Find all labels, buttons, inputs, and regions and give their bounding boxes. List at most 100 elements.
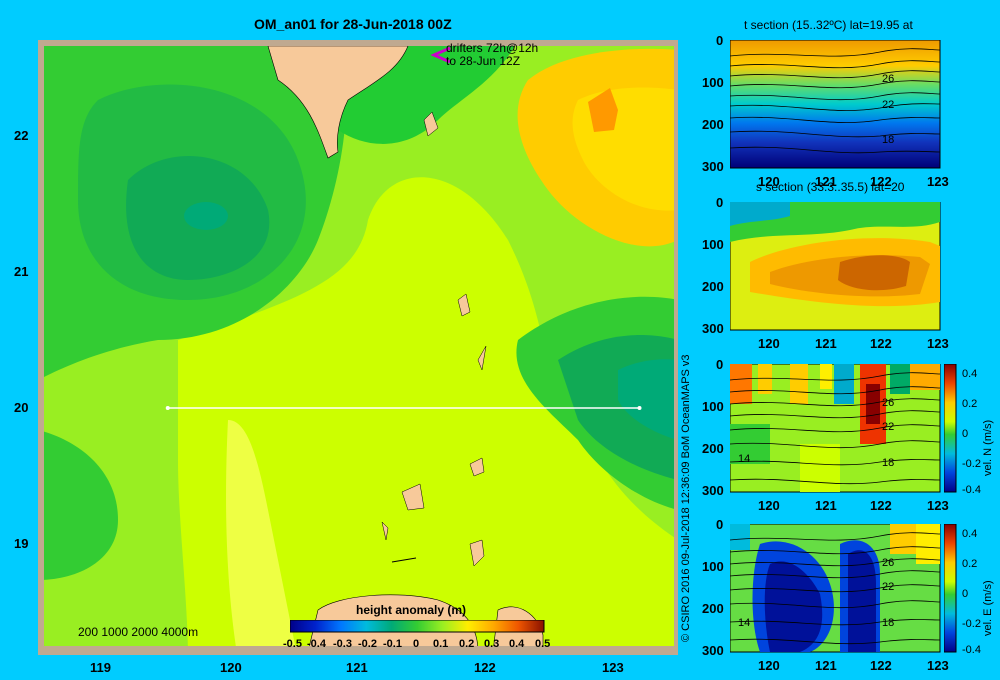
cb-tick: -0.2	[358, 638, 377, 650]
cb-tick: -0.1	[383, 638, 402, 650]
vel-tick: -0.4	[962, 484, 981, 496]
map-ytick-21: 21	[14, 264, 29, 279]
depth-tick: 0	[716, 357, 724, 372]
depth-tick: 300	[702, 321, 724, 336]
t-contour-26: 26	[882, 73, 894, 85]
vel-e-label: vel. E (m/s)	[982, 580, 994, 636]
lon-tick: 120	[758, 658, 780, 673]
vel-n-plot: 26 22 18 14	[730, 364, 941, 493]
vel-tick: 0.2	[962, 398, 978, 410]
map-ytick-20: 20	[14, 400, 29, 415]
map-xtick-120: 120	[220, 660, 242, 675]
vel-tick: 0.2	[962, 558, 978, 570]
cb-tick: 0.5	[535, 638, 551, 650]
anomaly-low-center	[184, 202, 228, 230]
anomaly-zone-positive	[178, 177, 674, 646]
drifters-label-2: to 28-Jun 12Z	[446, 54, 521, 68]
depth-tick: 100	[702, 237, 724, 252]
section-line-endpoint	[637, 406, 642, 410]
depth-tick: 200	[702, 117, 724, 132]
depth-tick: 200	[702, 279, 724, 294]
lon-tick: 121	[815, 336, 837, 351]
vel-e-ticks: 0.4 0.2 0 -0.2 -0.4	[962, 524, 988, 656]
depth-tick: 100	[702, 75, 724, 90]
t-section-title: t section (15..32ºC) lat=19.95 at	[744, 18, 913, 32]
depth-tick: 100	[702, 399, 724, 414]
depth-tick: 100	[702, 559, 724, 574]
lon-tick: 122	[870, 498, 892, 513]
lon-tick: 120	[758, 498, 780, 513]
cb-tick: -0.4	[307, 638, 326, 650]
s-section-plot	[730, 202, 941, 331]
cb-tick: 0.4	[509, 638, 525, 650]
land-taiwan	[267, 46, 409, 159]
vel-n-ticks: 0.4 0.2 0 -0.2 -0.4	[962, 364, 988, 496]
height-anomaly-map	[38, 40, 678, 655]
depth-tick: 0	[716, 517, 724, 532]
vel-tick: 0.4	[962, 528, 978, 540]
colorbar-ticks: -0.5 -0.4 -0.3 -0.2 -0.1 0 0.1 0.2 0.3 0…	[283, 638, 553, 654]
e-contour-26: 26	[882, 557, 894, 569]
lon-tick: 120	[758, 174, 780, 189]
depth-tick: 200	[702, 441, 724, 456]
vel-tick: 0	[962, 588, 969, 600]
vel-n-label: vel. N (m/s)	[982, 419, 994, 476]
t-section-plot: 26 22 18	[730, 40, 941, 169]
map-title: OM_an01 for 28-Jun-2018 00Z	[254, 16, 452, 32]
cb-tick: 0	[413, 638, 420, 650]
map-xtick-121: 121	[346, 660, 368, 675]
cb-tick: -0.3	[333, 638, 352, 650]
t-contour-18: 18	[882, 134, 894, 146]
n-contour-18: 18	[882, 457, 894, 469]
vel-tick: -0.2	[962, 618, 981, 630]
n-contour-22: 22	[882, 421, 894, 433]
vel-e-colorbar	[944, 524, 957, 653]
section-line	[165, 406, 642, 410]
depth-tick: 300	[702, 159, 724, 174]
e-contour-14: 14	[738, 617, 750, 629]
cb-tick: 0.3	[484, 638, 500, 650]
vel-tick: -0.2	[962, 458, 981, 470]
depth-tick: 0	[716, 195, 724, 210]
map-xtick-123: 123	[602, 660, 624, 675]
e-contour-22: 22	[882, 581, 894, 593]
lon-tick: 121	[815, 498, 837, 513]
s-section-title: s section (33.3..35.5) lat=20	[756, 180, 905, 194]
lon-tick: 122	[870, 336, 892, 351]
lon-tick: 123	[927, 498, 949, 513]
credit-text: © CSIRO 2016 09-Jul-2018 12:36:09 BoM Oc…	[680, 354, 692, 642]
vel-tick: 0.4	[962, 368, 978, 380]
depth-tick: 200	[702, 601, 724, 616]
anomaly-high-sw	[226, 420, 296, 646]
drifter-track	[430, 46, 451, 64]
colorbar	[290, 620, 545, 633]
n-contour-14: 14	[738, 453, 750, 465]
lon-tick: 120	[758, 336, 780, 351]
vel-tick: 0	[962, 428, 969, 440]
section-line-endpoint	[165, 406, 170, 410]
depth-legend: 200 1000 2000 4000m	[78, 625, 199, 639]
vel-tick: -0.4	[962, 644, 981, 656]
cb-tick: -0.5	[283, 638, 302, 650]
map-ytick-22: 22	[14, 128, 29, 143]
n-contour-26: 26	[882, 397, 894, 409]
lon-tick: 121	[815, 174, 837, 189]
map-xtick-122: 122	[474, 660, 496, 675]
depth-tick: 300	[702, 643, 724, 658]
colorbar-title: height anomaly (m)	[356, 603, 467, 617]
lon-tick: 121	[815, 658, 837, 673]
t-contour-22: 22	[882, 99, 894, 111]
lon-tick: 122	[870, 174, 892, 189]
map-ytick-19: 19	[14, 536, 29, 551]
vel-e-plot: 26 22 18 14	[730, 524, 941, 653]
lon-tick: 123	[927, 336, 949, 351]
drifters-label-1: drifters 72h@12h	[446, 41, 539, 55]
depth-tick: 0	[716, 33, 724, 48]
cb-tick: 0.2	[459, 638, 475, 650]
depth-tick: 300	[702, 483, 724, 498]
lon-tick: 123	[927, 174, 949, 189]
lon-tick: 122	[870, 658, 892, 673]
cb-tick: 0.1	[433, 638, 449, 650]
map-xtick-119: 119	[90, 660, 111, 675]
lon-tick: 123	[927, 658, 949, 673]
